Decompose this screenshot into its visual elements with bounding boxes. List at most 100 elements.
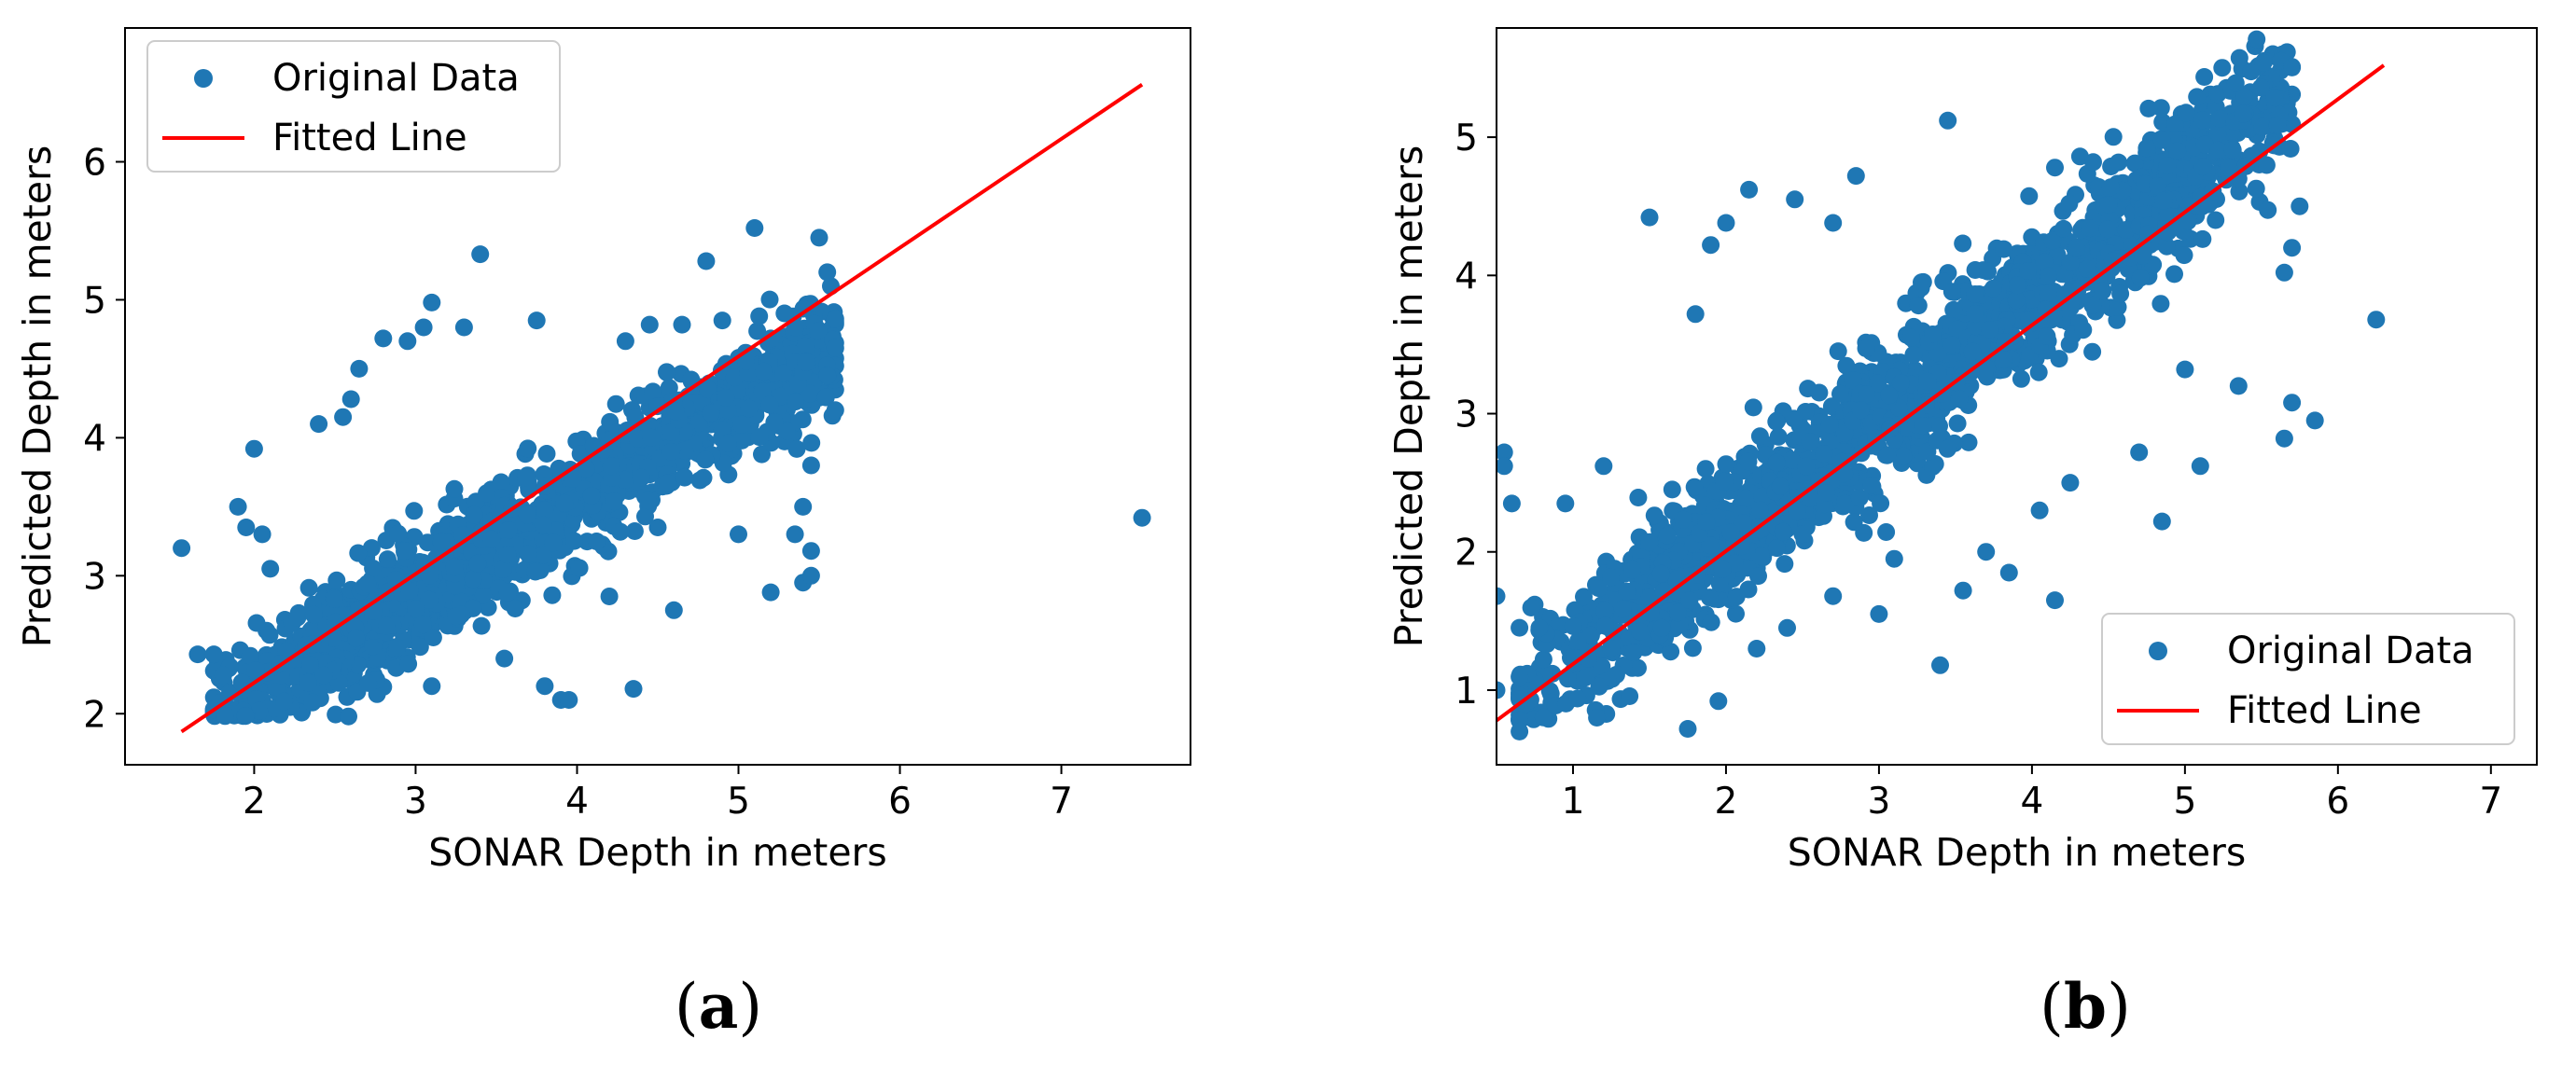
data-point [299,578,318,597]
data-point [1931,656,1949,674]
data-point [725,368,744,387]
data-point [1765,501,1784,519]
data-point [536,501,554,519]
data-point [1736,489,1755,507]
y-tick-label: 2 [83,694,106,736]
data-point [1981,321,1999,339]
data-point [1775,555,1794,574]
data-point [1596,616,1614,635]
data-point [1739,452,1758,471]
data-point [2158,157,2177,175]
data-point [2043,231,2062,250]
data-point [2168,142,2187,160]
data-point [378,550,397,569]
data-point [1885,549,1903,568]
data-point [616,332,634,351]
data-point [2009,276,2026,295]
data-point [2257,156,2276,174]
data-point [2281,140,2300,158]
data-point [816,388,835,407]
y-tick-label: 4 [1455,256,1478,298]
data-point [673,315,691,334]
data-point [1511,690,1529,709]
data-point [1880,386,1899,405]
data-point [801,384,819,403]
data-point [1534,708,1553,727]
data-point [1902,328,1920,347]
data-point [2035,253,2054,271]
data-point [1850,489,1869,507]
data-point [809,322,828,340]
data-point [1750,520,1769,539]
data-point [640,315,659,334]
data-point [2137,139,2156,158]
data-point [358,575,377,593]
data-point [1701,536,1720,555]
fitted-line-a [180,82,1144,734]
data-point [173,539,191,558]
data-point [1797,457,1816,476]
legend-label-fitted: Fitted Line [272,117,467,159]
data-point [675,468,694,487]
data-point [628,429,647,448]
data-point [639,491,657,510]
data-point [1872,494,1890,513]
data-point [2175,246,2193,265]
data-point [801,542,820,561]
data-point [1709,692,1728,711]
data-point [478,484,496,503]
data-point [2117,221,2136,239]
data-point [424,629,442,646]
legend-box [146,40,561,173]
data-point [761,583,780,602]
data-point [1511,618,1529,637]
data-point [2040,267,2057,285]
data-point [1924,457,1942,476]
caption-a: (a) [674,970,763,1043]
data-point [1497,681,1506,699]
data-point [423,293,441,311]
data-point [299,673,317,692]
data-point [1837,356,1856,375]
data-point [495,649,514,668]
data-point [661,443,680,461]
data-point [1721,523,1740,542]
data-point [1717,455,1735,474]
data-point [2084,153,2102,172]
data-point [666,402,685,421]
data-point [2152,512,2171,531]
data-point [2151,295,2170,313]
data-point [275,692,294,711]
data-point [1697,513,1716,532]
data-point [2149,177,2167,196]
data-points-b [1497,30,2386,741]
data-point [420,590,439,609]
data-point [340,707,357,726]
data-point [797,353,815,371]
data-point [445,479,464,498]
data-point [2195,135,2214,154]
y-tick-label: 5 [83,280,106,322]
data-point [1977,543,1996,561]
data-point [2039,284,2057,303]
data-point [1824,587,1843,605]
data-point [1663,480,1681,499]
data-point [1869,374,1887,393]
data-point [236,707,255,726]
data-point [471,245,490,264]
data-point [1769,427,1788,446]
data-point [246,661,265,680]
data-point [1801,433,1819,451]
data-point [1588,709,1607,727]
data-point [2139,99,2158,118]
data-point [1930,417,1948,436]
data-point [314,666,333,685]
data-point [664,601,683,619]
data-point [1624,644,1643,662]
data-point [1909,297,1928,315]
data-point [2234,104,2252,123]
data-point [260,626,279,644]
data-point [359,673,378,692]
data-point [518,505,536,524]
